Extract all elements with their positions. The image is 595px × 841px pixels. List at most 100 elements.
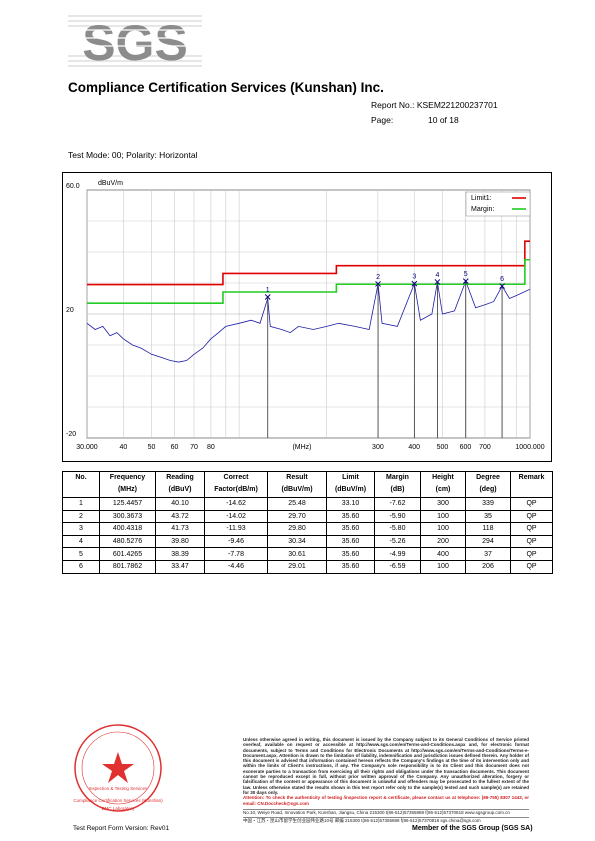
cell: QP xyxy=(510,522,553,536)
cell: -6.59 xyxy=(374,559,421,574)
address-cn: 中国・江苏・昆山市留学生创业园伟业路10号 邮编 215300 t(86-512… xyxy=(243,817,529,823)
cell: -14.02 xyxy=(204,509,268,524)
data-row: 1 125.4457 40.10 -14.62 25.48 33.10 -7.62 300 33… xyxy=(62,497,553,511)
cell: 400 xyxy=(420,547,466,561)
cell: 400.4318 xyxy=(99,522,156,536)
stamp: Inspection & Testing Services Compliance… xyxy=(73,724,163,812)
x-tick-label: 80 xyxy=(207,444,215,451)
result-table: No. Frequency (MHz) Reading (dBuV) Correct Fac… xyxy=(62,471,553,574)
cell: QP xyxy=(510,559,553,574)
header-line: Factor(dB/m) xyxy=(214,486,258,493)
y-unit: dBuV/m xyxy=(98,180,123,187)
header-line: (dBuV) xyxy=(168,486,192,493)
x-tick-label: 300 xyxy=(372,444,384,451)
peak-marker xyxy=(264,294,271,300)
cell: 33.47 xyxy=(155,559,205,574)
peak-label: 3 xyxy=(412,273,416,280)
logo-text: SGS xyxy=(82,15,188,71)
cell: 300 xyxy=(420,497,466,511)
cell: -5.26 xyxy=(374,534,421,549)
x-tick-label: 600 xyxy=(460,444,472,451)
legend-label: Margin: xyxy=(471,206,494,213)
header-line: (deg) xyxy=(479,486,497,493)
limit-line xyxy=(87,240,530,286)
cell: 118 xyxy=(465,522,511,536)
cell: 37 xyxy=(465,547,511,561)
column-header: Reading (dBuV) xyxy=(155,471,205,498)
x-tick-label: 500 xyxy=(437,444,449,451)
disclaimer: Unless otherwise agreed in writing, this… xyxy=(243,737,529,795)
cell: -4.99 xyxy=(374,547,421,561)
header-line: Degree xyxy=(476,474,500,481)
cell: 30.61 xyxy=(267,547,327,561)
cell: 35.60 xyxy=(326,534,375,549)
x-tick-label: 60 xyxy=(171,444,179,451)
cell: QP xyxy=(510,534,553,549)
peak-label: 5 xyxy=(464,271,468,278)
header-line: Height xyxy=(432,474,454,481)
cell: 29.01 xyxy=(267,559,327,574)
peak-label: 1 xyxy=(266,287,270,294)
cell: 29.70 xyxy=(267,509,327,524)
page-label: Page: xyxy=(371,115,394,125)
header-line: Margin xyxy=(386,474,409,481)
cell: 300.3673 xyxy=(99,509,156,524)
column-header: Limit (dBuV/m) xyxy=(326,471,375,498)
header-line: Remark xyxy=(518,474,545,481)
header-row: No. Frequency (MHz) Reading (dBuV) Correct Fac… xyxy=(62,471,553,498)
header-line: Result xyxy=(286,474,308,481)
cell: 4 xyxy=(62,534,100,549)
peak-marker xyxy=(499,283,505,289)
cell: 40.10 xyxy=(155,497,205,511)
legend-label: Limit1: xyxy=(471,195,492,202)
cell: 35.60 xyxy=(326,559,375,574)
report-no: Report No.: KSEM221200237701 xyxy=(371,100,498,110)
column-header: No. xyxy=(62,471,100,498)
stamp-text: EMC Laboratory xyxy=(102,806,136,811)
cell: 35 xyxy=(465,509,511,524)
header-line: (dBuV/m) xyxy=(281,486,313,493)
peak-marker xyxy=(375,281,381,287)
y-tick-label: -20 xyxy=(66,431,76,438)
y-tick-label: 60.0 xyxy=(66,183,80,190)
header-line: Frequency xyxy=(109,474,146,481)
y-tick-label: 20 xyxy=(66,307,74,314)
cell: -14.62 xyxy=(204,497,268,511)
data-row: 5 601.4265 38.39 -7.78 30.61 35.60 -4.99 400 37 Q… xyxy=(62,547,553,561)
cell: 38.39 xyxy=(155,547,205,561)
cell: -4.46 xyxy=(204,559,268,574)
limit-line xyxy=(87,258,530,304)
x-tick-label: 50 xyxy=(148,444,156,451)
cell: 100 xyxy=(420,509,466,524)
cell: 35.60 xyxy=(326,547,375,561)
header-line: (dBuV/m) xyxy=(334,486,367,493)
header-line: Limit xyxy=(342,474,359,481)
cell: -5.90 xyxy=(374,509,421,524)
column-header: Margin (dB) xyxy=(374,471,421,498)
header-line: Reading xyxy=(166,474,194,481)
column-header: Degree (deg) xyxy=(465,471,511,498)
header-line: (MHz) xyxy=(117,486,138,493)
x-tick-label: 40 xyxy=(119,444,127,451)
x-tick-label: 70 xyxy=(190,444,198,451)
column-header: Correct Factor(dB/m) xyxy=(204,471,268,498)
cell: QP xyxy=(510,497,553,511)
cell: 480.5276 xyxy=(99,534,156,549)
member: Member of the SGS Group (SGS SA) xyxy=(412,825,533,832)
cell: 294 xyxy=(465,534,511,549)
column-header: Remark xyxy=(510,471,553,498)
test-mode: Test Mode: 00; Polarity: Horizontal xyxy=(68,150,198,160)
data-row: 3 400.4318 41.73 -11.93 29.80 35.60 -5.80 100 11… xyxy=(62,522,553,536)
column-header: Height (cm) xyxy=(420,471,466,498)
header-line: (cm) xyxy=(435,486,451,493)
cell: 100 xyxy=(420,522,466,536)
header-line: (dB) xyxy=(390,486,405,493)
cell: 206 xyxy=(465,559,511,574)
legend-box xyxy=(465,191,531,217)
stamp-text: Inspection & Testing Services xyxy=(89,786,148,791)
form-version: Test Report Form Version: Rev01 xyxy=(73,825,170,832)
cell: 33.10 xyxy=(326,497,375,511)
cell: QP xyxy=(510,509,553,524)
